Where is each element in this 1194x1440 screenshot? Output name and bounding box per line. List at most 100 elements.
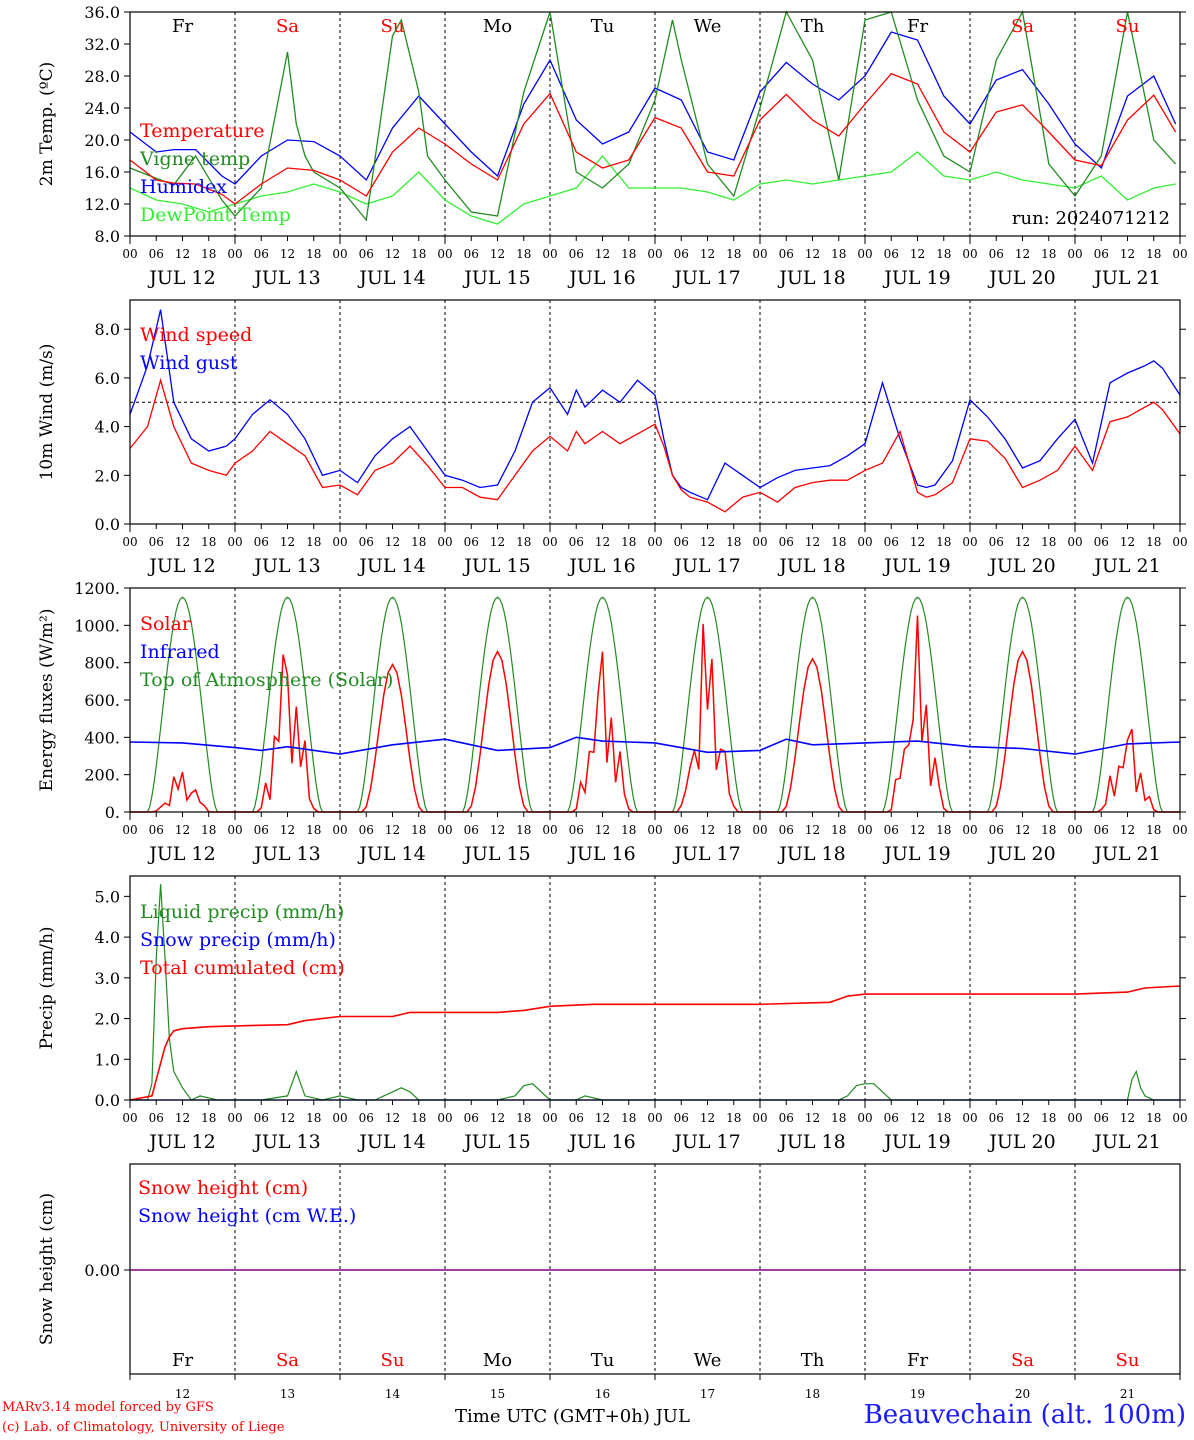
hour-tick-label: 06 [464,247,479,261]
y-tick-label: 24.0 [84,99,120,118]
hour-tick-label: 06 [254,823,269,837]
y-tick-label: 800. [84,654,120,673]
date-label: JUL 16 [567,843,635,865]
hour-tick-label: 18 [1146,535,1161,549]
hour-tick-label: 18 [1041,535,1056,549]
hour-tick-label: 06 [989,535,1004,549]
series-wind-gust [129,309,1181,501]
hour-tick-label: 12 [385,247,400,261]
hour-tick-label: 12 [700,535,715,549]
date-label: JUL 14 [357,267,425,289]
hour-tick-label: 12 [1120,1111,1135,1125]
hour-tick-label: 12 [805,1111,820,1125]
legend-liquid-precip-mm-h: Liquid precip (mm/h) [140,901,344,923]
hour-tick-label: 06 [674,1111,689,1125]
hour-tick-label: 00 [1067,1111,1082,1125]
hour-tick-label: 00 [752,247,767,261]
hour-tick-label: 18 [306,247,321,261]
weekday-label: Sa [276,1350,299,1371]
hour-tick-label: 06 [884,247,899,261]
y-tick-label: 8.0 [95,227,120,246]
day-number: 17 [700,1387,715,1401]
y-tick-label: 0. [105,803,120,822]
energy-panel: 0. 200. 400. 600. 800. 1000. 1200. Energy fluxe… [37,579,1188,865]
hour-tick-label: 06 [569,823,584,837]
day-number: 18 [805,1387,820,1401]
hour-tick-label: 06 [884,1111,899,1125]
hour-tick-label: 12 [910,535,925,549]
hour-tick-label: 18 [516,247,531,261]
hour-tick-label: 18 [936,823,951,837]
y-tick-label: 200. [84,766,120,785]
weekday-label: Su [1116,1350,1140,1371]
hour-tick-label: 18 [516,535,531,549]
hour-tick-label: 12 [490,823,505,837]
hour-tick-label: 18 [831,823,846,837]
date-label: JUL 18 [777,555,845,577]
y-tick-label: 4.0 [95,418,120,437]
hour-tick-label: 18 [621,1111,636,1125]
weekday-label: Fr [907,16,928,37]
date-label: JUL 16 [567,1131,635,1153]
hour-tick-label: 00 [332,535,347,549]
hour-tick-label: 00 [1067,823,1082,837]
hour-tick-label: 12 [1015,535,1030,549]
hour-tick-label: 12 [700,247,715,261]
hour-tick-label: 12 [595,247,610,261]
hour-tick-label: 00 [542,247,557,261]
y-tick-label: 20.0 [84,131,120,150]
y-tick-label: 4.0 [95,928,120,947]
day-number: 16 [595,1387,610,1401]
hour-tick-label: 06 [779,1111,794,1125]
hour-tick-label: 06 [884,823,899,837]
legend-snow-height-cm: Snow height (cm) [138,1177,308,1199]
date-label: JUL 20 [987,843,1055,865]
hour-tick-label: 00 [227,535,242,549]
hour-tick-label: 12 [1015,823,1030,837]
hour-tick-label: 18 [621,247,636,261]
hour-tick-label: 06 [674,823,689,837]
hour-tick-label: 18 [726,1111,741,1125]
hour-tick-label: 06 [359,823,374,837]
legend-top-of-atmosphere-solar: Top of Atmosphere (Solar) [140,669,393,691]
hour-tick-label: 12 [175,823,190,837]
date-label: JUL 20 [987,1131,1055,1153]
date-label: JUL 17 [672,555,740,577]
hour-tick-label: 18 [621,535,636,549]
hour-tick-label: 12 [280,247,295,261]
hour-tick-label: 00 [857,823,872,837]
hour-tick-label: 18 [306,823,321,837]
date-label: JUL 19 [882,1131,950,1153]
hour-tick-label: 00 [1172,1111,1187,1125]
model-credit: MARv3.14 model forced by GFS [2,1400,214,1415]
hour-tick-label: 12 [595,535,610,549]
hour-tick-label: 12 [910,823,925,837]
weekday-label: Fr [907,1350,928,1371]
hour-tick-label: 18 [1041,1111,1056,1125]
station-name: Beauvechain (alt. 100m) [863,1400,1186,1430]
date-label: JUL 18 [777,1131,845,1153]
day-number: 15 [490,1387,505,1401]
y-axis-label: 10m Wind (m/s) [37,344,57,481]
date-label: JUL 21 [1092,1131,1160,1153]
hour-tick-label: 12 [490,1111,505,1125]
hour-tick-label: 18 [936,535,951,549]
run-label: run: 2024071212 [1012,208,1170,229]
hour-tick-label: 12 [175,1111,190,1125]
hour-tick-label: 00 [1172,823,1187,837]
hour-tick-label: 12 [280,1111,295,1125]
date-label: JUL 21 [1092,843,1160,865]
time-axis-label: Time UTC (GMT+0h) JUL [455,1406,690,1427]
precip-panel: 0.0 1.0 2.0 3.0 4.0 5.0 Precip (mm/h) Liquid pr… [37,875,1188,1153]
hour-tick-label: 18 [936,1111,951,1125]
series-infrared [129,736,1181,755]
weekday-label: Mo [483,1350,512,1371]
hour-tick-label: 00 [332,823,347,837]
hour-tick-label: 00 [752,1111,767,1125]
hour-tick-label: 18 [726,535,741,549]
hour-tick-label: 06 [989,247,1004,261]
hour-tick-label: 18 [411,535,426,549]
hour-tick-label: 18 [1146,1111,1161,1125]
y-tick-label: 600. [84,691,120,710]
date-label: JUL 19 [882,267,950,289]
